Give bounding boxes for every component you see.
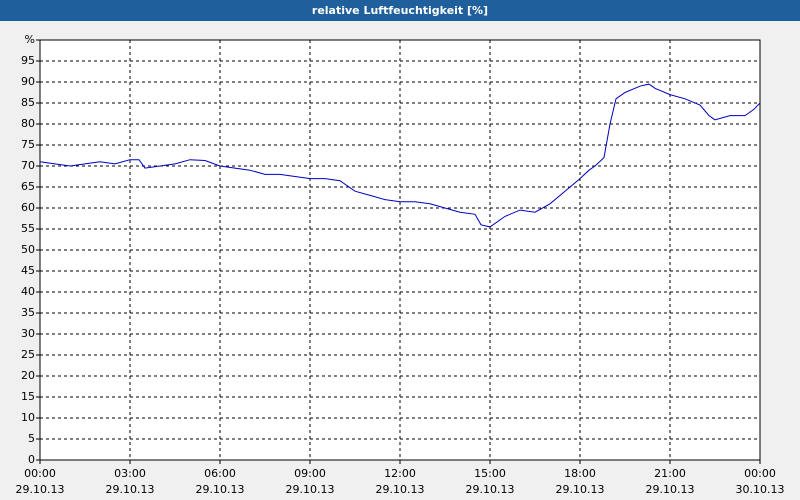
chart-title: relative Luftfeuchtigkeit [%] <box>312 4 488 17</box>
y-tick-label: 30 <box>21 327 35 340</box>
y-tick-label: 15 <box>21 390 35 403</box>
x-tick-label: 09:00 29.10.13 <box>286 467 335 496</box>
y-tick-label: 40 <box>21 285 35 298</box>
y-tick-label: 5 <box>28 432 35 445</box>
x-tick-label: 15:00 29.10.13 <box>466 467 515 496</box>
y-tick-label: 20 <box>21 369 35 382</box>
x-tick-label: 18:00 29.10.13 <box>556 467 605 496</box>
x-tick-label: 00:00 29.10.13 <box>16 467 65 496</box>
data-line <box>39 83 761 228</box>
y-tick-label: 90 <box>21 75 35 88</box>
y-tick-label: 85 <box>21 96 35 109</box>
y-tick-label: 0 <box>28 453 35 466</box>
y-tick-label: 45 <box>21 264 35 277</box>
y-tick-label: 50 <box>21 243 35 256</box>
y-tick-label: 80 <box>21 117 35 130</box>
y-tick-label: 55 <box>21 222 35 235</box>
title-bar <box>0 0 800 21</box>
x-tick-label: 03:00 29.10.13 <box>106 467 155 496</box>
y-tick-label: 70 <box>21 159 35 172</box>
y-tick-label: 95 <box>21 54 35 67</box>
y-tick-label: 75 <box>21 138 35 151</box>
x-tick-label: 21:00 29.10.13 <box>646 467 695 496</box>
y-tick-label: 10 <box>21 411 35 424</box>
x-tick-label: 06:00 29.10.13 <box>196 467 245 496</box>
x-tick-label: 00:00 30.10.13 <box>736 467 785 496</box>
y-tick-label: 25 <box>21 348 35 361</box>
y-tick-label: 60 <box>21 201 35 214</box>
x-tick-label: 12:00 29.10.13 <box>376 467 425 496</box>
y-tick-label: 65 <box>21 180 35 193</box>
y-tick-label: % <box>25 33 35 46</box>
y-tick-label: 35 <box>21 306 35 319</box>
